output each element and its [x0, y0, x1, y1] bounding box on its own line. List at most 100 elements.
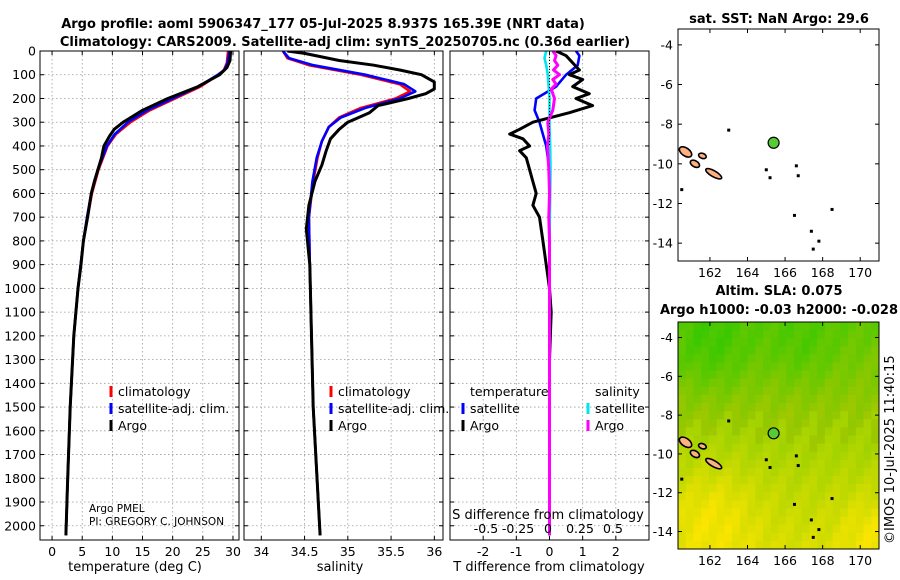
sla-cell	[840, 524, 849, 534]
sla-cell	[832, 435, 841, 445]
sla-cell	[732, 330, 741, 339]
sla-cell	[685, 459, 695, 469]
sla-cell	[840, 443, 849, 453]
sla-cell	[770, 467, 780, 477]
sla-cell	[708, 427, 718, 437]
sla-cell	[763, 427, 772, 437]
sla-cell	[824, 508, 834, 518]
sla-cell	[732, 338, 741, 347]
sla-cell	[848, 467, 857, 477]
sla-cell	[817, 500, 826, 510]
sla-cell	[747, 394, 756, 404]
sla-cell	[840, 451, 849, 461]
y-tick-label: 1400	[4, 376, 36, 391]
sla-cell	[871, 524, 879, 534]
sla-cell	[871, 362, 879, 372]
sla-cell	[701, 338, 710, 347]
sla-cell	[817, 435, 826, 445]
sla-cell	[832, 378, 841, 388]
sla-cell	[763, 459, 772, 469]
sla-cell	[685, 338, 695, 347]
sla-cell	[793, 370, 803, 380]
sla-cell	[832, 362, 841, 372]
sla-cell	[801, 524, 811, 534]
sla-cell	[817, 378, 826, 388]
sla-cell	[701, 459, 710, 469]
sla-cell	[832, 443, 841, 453]
sla-cell	[678, 346, 687, 356]
y-tick-label: 1200	[4, 328, 36, 343]
sla-cell	[801, 443, 811, 453]
lon-tick-label: 170	[848, 265, 872, 280]
map-content	[678, 128, 834, 251]
sla-cell	[678, 394, 687, 404]
argo-position-marker	[767, 427, 780, 440]
sla-cell	[701, 492, 710, 501]
sla-cell	[871, 370, 879, 380]
sla-cell	[739, 459, 749, 469]
sla-cell	[863, 370, 872, 380]
sla-cell	[755, 508, 764, 518]
island-shape	[697, 152, 708, 160]
sla-cell	[832, 540, 841, 549]
sla-cell	[693, 467, 702, 477]
islet-mark	[764, 168, 768, 172]
lat-tick-label: -12	[653, 485, 673, 500]
sla-cell	[817, 394, 826, 404]
sla-cell	[755, 322, 764, 331]
sla-cell	[840, 435, 849, 445]
sla-cell	[747, 346, 756, 356]
sla-cell	[801, 354, 811, 364]
sla-cell	[801, 484, 811, 493]
sla-cell	[801, 500, 811, 510]
sla-cell	[778, 459, 787, 469]
sla-cell	[817, 386, 826, 396]
sla-cell	[693, 492, 702, 501]
sla-cell	[685, 362, 695, 372]
sla-cell	[770, 451, 780, 461]
sla-cell	[855, 419, 865, 428]
y-tick-label: 1500	[4, 400, 36, 415]
sla-cell	[716, 492, 725, 501]
sla-cell	[840, 484, 849, 493]
island-shape	[697, 442, 708, 450]
sla-cell	[678, 322, 687, 331]
sla-cell	[716, 394, 725, 404]
sla-cell	[763, 338, 772, 347]
sla-cell	[732, 427, 741, 437]
sla-cell	[755, 451, 764, 461]
sla-cell	[724, 354, 733, 364]
sla-cell	[778, 378, 787, 388]
sla-cell	[678, 403, 687, 412]
sla-cell	[840, 492, 849, 501]
sla-cell	[848, 476, 857, 485]
sla-cell	[770, 394, 780, 404]
islet-mark	[794, 454, 798, 458]
sla-cell	[824, 370, 834, 380]
sla-cell	[778, 346, 787, 356]
sla-cell	[817, 492, 826, 501]
sla-cell	[871, 516, 879, 526]
sla-cell	[693, 516, 702, 526]
sla-cell	[786, 435, 795, 445]
plot-frame	[243, 50, 444, 541]
sla-cell	[763, 330, 772, 339]
sla-cell	[739, 354, 749, 364]
lon-tick-label: 162	[698, 265, 722, 280]
sla-cell	[871, 451, 879, 461]
sla-cell	[848, 378, 857, 388]
sla-cell	[801, 476, 811, 485]
sla-cell	[778, 540, 787, 549]
sla-cell	[716, 467, 725, 477]
y-tick-label: 300	[12, 115, 36, 130]
y-tick-label: 600	[12, 186, 36, 201]
sla-cell	[832, 524, 841, 534]
sla-cell	[747, 540, 756, 549]
sla-cell	[708, 508, 718, 518]
sla-cell	[755, 492, 764, 501]
lat-tick-label: -14	[653, 524, 673, 539]
sla-cell	[840, 378, 849, 388]
sla-cell	[778, 467, 787, 477]
map-frame	[677, 28, 880, 262]
sla-cell	[755, 427, 764, 437]
